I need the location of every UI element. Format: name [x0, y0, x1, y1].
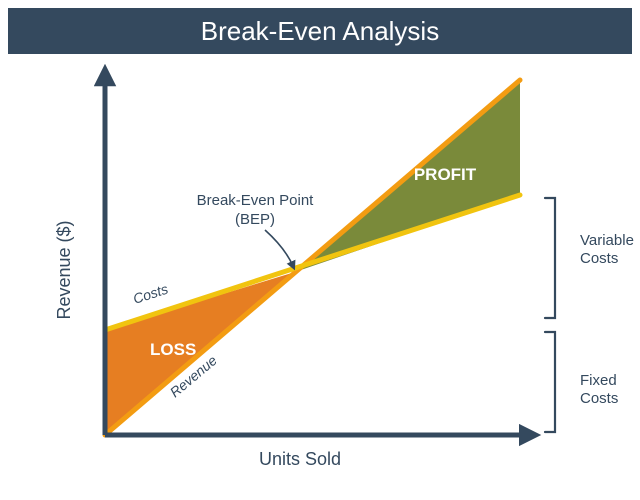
fixed-costs-label: Fixed [580, 372, 617, 389]
revenue-line [105, 80, 520, 435]
break-even-chart: Units SoldRevenue ($)LOSSPROFITCostsReve… [0, 54, 640, 500]
y-axis-label: Revenue ($) [54, 220, 74, 319]
variable-costs-label: Variable [580, 232, 634, 249]
bep-label: Break-Even Point [197, 192, 315, 209]
fixed-costs-label-2: Costs [580, 390, 618, 407]
fixed-costs-bracket [545, 332, 555, 432]
costs-line [105, 195, 520, 330]
bep-pointer [265, 230, 293, 266]
loss-label: LOSS [150, 340, 196, 359]
page-title: Break-Even Analysis [201, 8, 439, 54]
variable-costs-label-2: Costs [580, 250, 618, 267]
x-axis-label: Units Sold [259, 449, 341, 469]
bep-label-sub: (BEP) [235, 211, 275, 228]
title-bar: Break-Even Analysis [8, 8, 632, 54]
variable-costs-bracket [545, 198, 555, 318]
costs-line-label: Costs [131, 281, 170, 307]
profit-label: PROFIT [414, 165, 477, 184]
